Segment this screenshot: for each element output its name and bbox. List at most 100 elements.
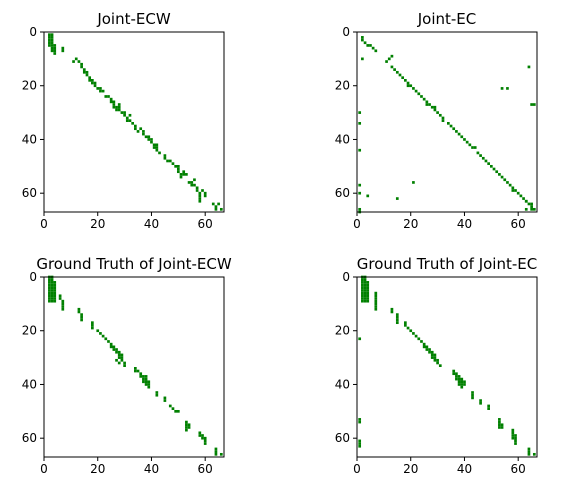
matrix-cell	[115, 358, 118, 362]
matrix-cell	[422, 345, 426, 349]
matrix-cell	[361, 57, 364, 61]
matrix-cell	[425, 345, 429, 349]
matrix-cell	[361, 286, 364, 290]
plot-ground-truth-joint-ec: Ground Truth of Joint-EC 0 20 40 60 0 20 40 60	[335, 255, 538, 476]
matrix-cell	[85, 73, 89, 77]
plot-ground-truth-joint-ecw: Ground Truth of Joint-ECW 0 20 40 60 0 20 40 60	[22, 255, 232, 476]
matrix-cell	[152, 143, 156, 147]
matrix-cell	[201, 436, 204, 440]
matrix-cell	[203, 194, 207, 198]
matrix-cell	[142, 132, 145, 136]
matrix-cell	[374, 297, 378, 300]
matrix-cell	[366, 291, 370, 295]
matrix-cell	[80, 65, 83, 69]
matrix-cell	[511, 436, 515, 440]
matrix-cell	[50, 291, 54, 295]
matrix-cell	[168, 159, 172, 163]
x-tick-label: 0	[353, 462, 361, 476]
matrix-cell	[425, 348, 429, 351]
plot-title: Joint-ECW	[96, 10, 171, 28]
matrix-cell	[50, 283, 54, 287]
matrix-cell	[395, 318, 399, 322]
matrix-cell	[147, 135, 151, 139]
matrix-cell	[115, 108, 118, 112]
y-tick-label: 60	[22, 186, 37, 200]
matrix-cell	[50, 286, 54, 290]
matrix-cell	[514, 434, 517, 437]
matrix-cell	[511, 186, 515, 190]
matrix-cell	[361, 297, 364, 300]
matrix-cell	[438, 364, 442, 367]
matrix-cell	[128, 113, 132, 117]
matrix-cell	[214, 207, 218, 211]
matrix-cell	[61, 299, 65, 303]
y-tick-label: 60	[335, 186, 350, 200]
matrix-cell	[198, 199, 202, 203]
y-tick-label: 0	[342, 25, 350, 39]
matrix-cell	[358, 444, 362, 448]
matrix-cell	[487, 404, 490, 408]
matrix-cell	[420, 95, 423, 98]
matrix-cell	[53, 49, 57, 53]
matrix-cell	[77, 60, 81, 63]
matrix-cell	[514, 436, 517, 440]
y-tick-label: 40	[335, 377, 350, 391]
matrix-cell	[176, 167, 180, 171]
matrix-cell	[438, 113, 442, 117]
matrix-cell	[363, 286, 367, 290]
matrix-cell	[53, 44, 57, 47]
matrix-cell	[107, 95, 110, 98]
matrix-cell	[147, 380, 151, 384]
matrix-cell	[527, 65, 531, 69]
matrix-cell	[53, 289, 57, 292]
matrix-cell	[492, 167, 496, 171]
matrix-cell	[109, 97, 113, 101]
matrix-cell	[361, 283, 364, 287]
matrix-cell	[358, 207, 362, 211]
y-tick-label: 20	[22, 324, 37, 338]
matrix-cell	[58, 297, 62, 300]
matrix-cell	[366, 286, 370, 290]
matrix-cell	[185, 428, 188, 432]
matrix-cell	[532, 103, 536, 106]
matrix-cell	[516, 191, 520, 195]
matrix-cell	[363, 41, 367, 45]
matrix-cell	[155, 146, 159, 149]
matrix-cell	[358, 183, 362, 187]
matrix-cell	[422, 97, 426, 101]
matrix-cell	[139, 127, 143, 131]
matrix-cell	[366, 299, 370, 303]
matrix-cell	[430, 356, 434, 359]
matrix-cell	[115, 105, 118, 109]
matrix-cell	[455, 375, 458, 378]
matrix-cell	[428, 103, 431, 106]
matrix-cell	[460, 135, 464, 139]
matrix-cell	[390, 307, 394, 311]
matrix-cell	[369, 44, 372, 47]
x-tick-label: 60	[511, 462, 526, 476]
matrix-cell	[398, 73, 402, 77]
matrix-cell	[417, 337, 421, 341]
matrix-cell	[80, 62, 83, 66]
matrix-cell	[72, 60, 75, 63]
matrix-cell	[50, 297, 54, 300]
matrix-cell	[53, 286, 57, 290]
matrix-cell	[363, 278, 367, 282]
x-tick-label: 20	[90, 217, 105, 231]
matrix-cell	[61, 305, 65, 308]
matrix-cell	[404, 321, 407, 325]
matrix-cell	[53, 281, 57, 284]
matrix-cell	[358, 148, 362, 152]
matrix-cell	[390, 310, 394, 314]
matrix-cell	[53, 294, 57, 298]
matrix-cell	[465, 140, 469, 144]
matrix-cell	[471, 146, 474, 149]
matrix-cell	[198, 194, 202, 198]
matrix-cell	[93, 84, 97, 88]
plot-frame	[356, 31, 538, 213]
y-tick-label: 0	[29, 270, 37, 284]
matrix-cell	[50, 49, 54, 53]
matrix-cell	[136, 369, 140, 373]
matrix-cell	[50, 38, 54, 42]
